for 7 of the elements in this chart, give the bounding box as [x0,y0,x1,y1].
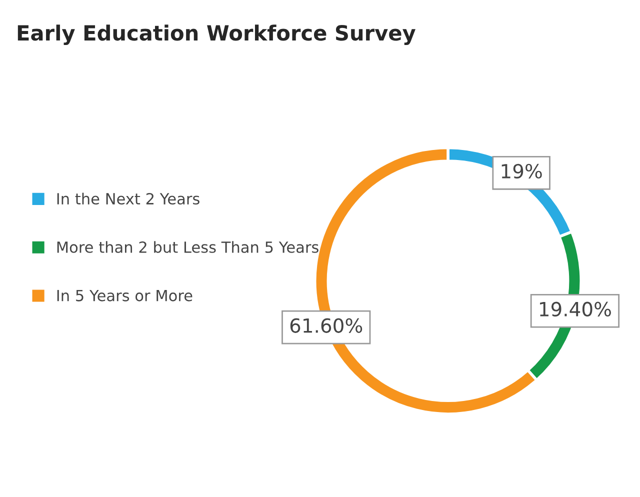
data-label: 61.60% [290,318,362,333]
chart-title: Early Education Workforce Survey [18,24,416,45]
legend-label: In 5 Years or More [57,290,192,302]
data-label: 19% [502,164,542,179]
data-label: 19.40% [540,302,611,317]
legend-label: In the Next 2 Years [57,192,200,205]
legend-label: More than 2 but Less Than 5 Years [57,241,318,253]
